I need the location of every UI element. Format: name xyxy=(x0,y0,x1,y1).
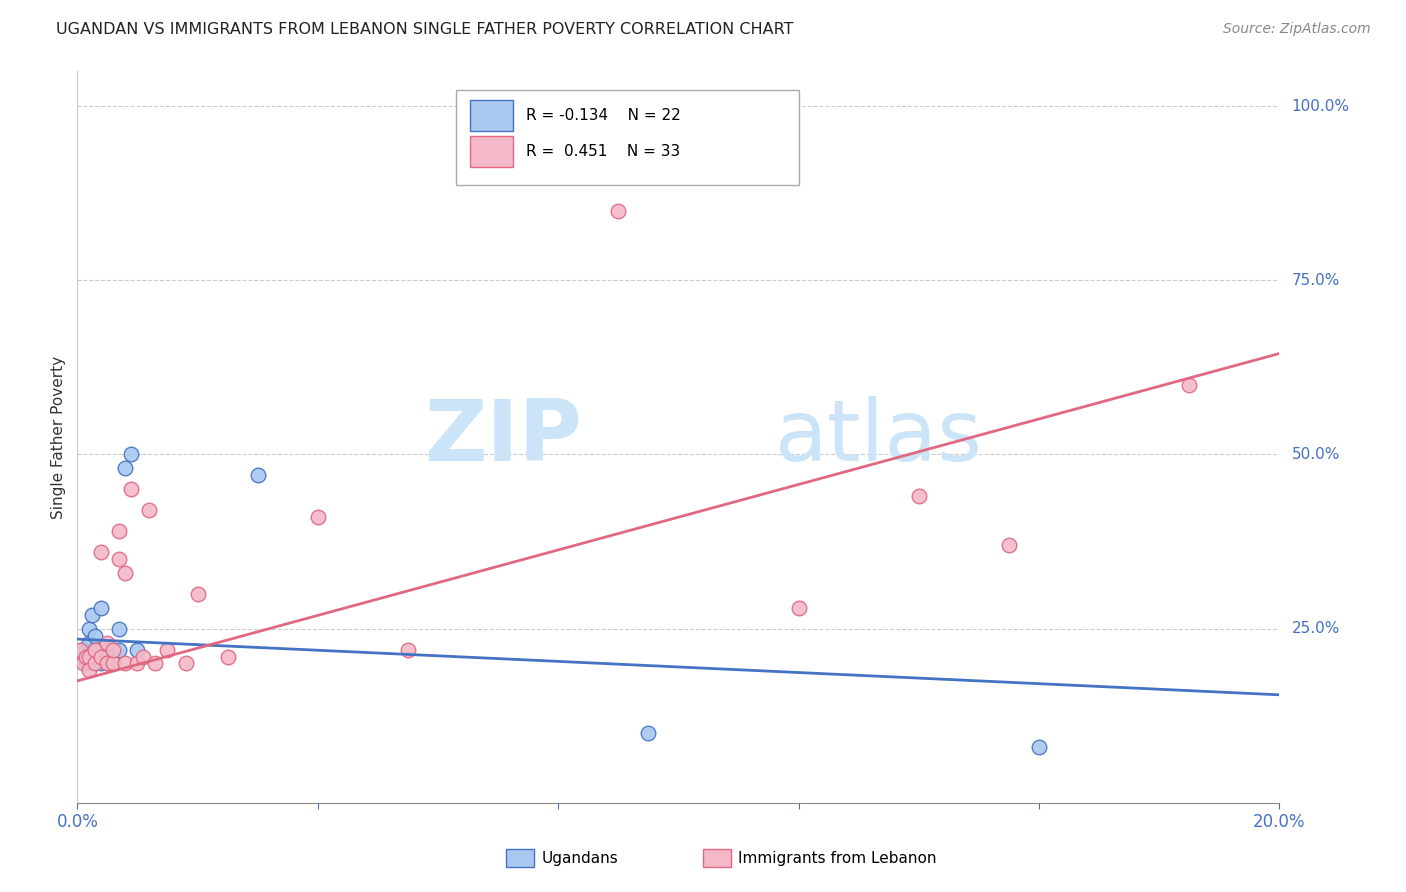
Point xyxy=(90,649,112,664)
Point xyxy=(186,587,209,601)
Point xyxy=(114,566,136,580)
Point xyxy=(103,657,125,671)
Point xyxy=(1178,377,1201,392)
Point xyxy=(108,524,131,538)
Point xyxy=(84,642,107,657)
Point xyxy=(1028,740,1050,755)
Point xyxy=(114,657,136,671)
Text: Source: ZipAtlas.com: Source: ZipAtlas.com xyxy=(1223,22,1371,37)
Point xyxy=(108,642,131,657)
Point xyxy=(120,483,142,497)
Point xyxy=(307,510,329,524)
Text: 50.0%: 50.0% xyxy=(1292,447,1340,462)
Point xyxy=(998,538,1021,552)
Point xyxy=(174,657,197,671)
Point xyxy=(79,622,101,636)
Text: 25.0%: 25.0% xyxy=(1292,621,1340,636)
Point xyxy=(84,657,107,671)
Point xyxy=(96,635,118,649)
Point xyxy=(138,503,160,517)
Point xyxy=(79,649,101,664)
Point xyxy=(156,642,179,657)
Point xyxy=(90,545,112,559)
Point xyxy=(217,649,239,664)
Point xyxy=(75,657,97,671)
Point xyxy=(246,468,269,483)
Point xyxy=(145,657,167,671)
Point xyxy=(72,657,94,671)
Point xyxy=(787,600,810,615)
FancyBboxPatch shape xyxy=(456,90,799,185)
Point xyxy=(69,642,91,657)
Point xyxy=(84,657,107,671)
Text: ZIP: ZIP xyxy=(425,395,582,479)
Text: 75.0%: 75.0% xyxy=(1292,273,1340,288)
Text: R =  0.451    N = 33: R = 0.451 N = 33 xyxy=(526,145,681,160)
Y-axis label: Single Father Poverty: Single Father Poverty xyxy=(51,356,66,518)
Point xyxy=(69,649,91,664)
Point xyxy=(79,664,101,678)
Text: Immigrants from Lebanon: Immigrants from Lebanon xyxy=(738,851,936,865)
Point xyxy=(108,622,131,636)
Text: R = -0.134    N = 22: R = -0.134 N = 22 xyxy=(526,108,681,123)
Point xyxy=(96,657,118,671)
Point xyxy=(72,642,94,657)
Point xyxy=(132,649,155,664)
Bar xyxy=(471,100,513,130)
Point xyxy=(637,726,659,740)
Point xyxy=(108,552,131,566)
Text: Ugandans: Ugandans xyxy=(541,851,619,865)
Point xyxy=(396,642,419,657)
Point xyxy=(908,489,931,503)
Text: atlas: atlas xyxy=(775,395,983,479)
Point xyxy=(79,635,101,649)
Point xyxy=(84,629,107,643)
Point xyxy=(127,642,149,657)
Point xyxy=(607,203,630,218)
Point xyxy=(84,642,107,657)
Text: UGANDAN VS IMMIGRANTS FROM LEBANON SINGLE FATHER POVERTY CORRELATION CHART: UGANDAN VS IMMIGRANTS FROM LEBANON SINGL… xyxy=(56,22,794,37)
Text: 100.0%: 100.0% xyxy=(1292,99,1350,113)
Point xyxy=(90,600,112,615)
Point xyxy=(96,657,118,671)
Point xyxy=(90,657,112,671)
Bar xyxy=(471,136,513,167)
Point xyxy=(114,461,136,475)
Point xyxy=(103,642,125,657)
Point xyxy=(103,657,125,671)
Point xyxy=(127,657,149,671)
Point xyxy=(96,642,118,657)
Point xyxy=(82,607,104,622)
Point xyxy=(75,649,97,664)
Point xyxy=(120,448,142,462)
